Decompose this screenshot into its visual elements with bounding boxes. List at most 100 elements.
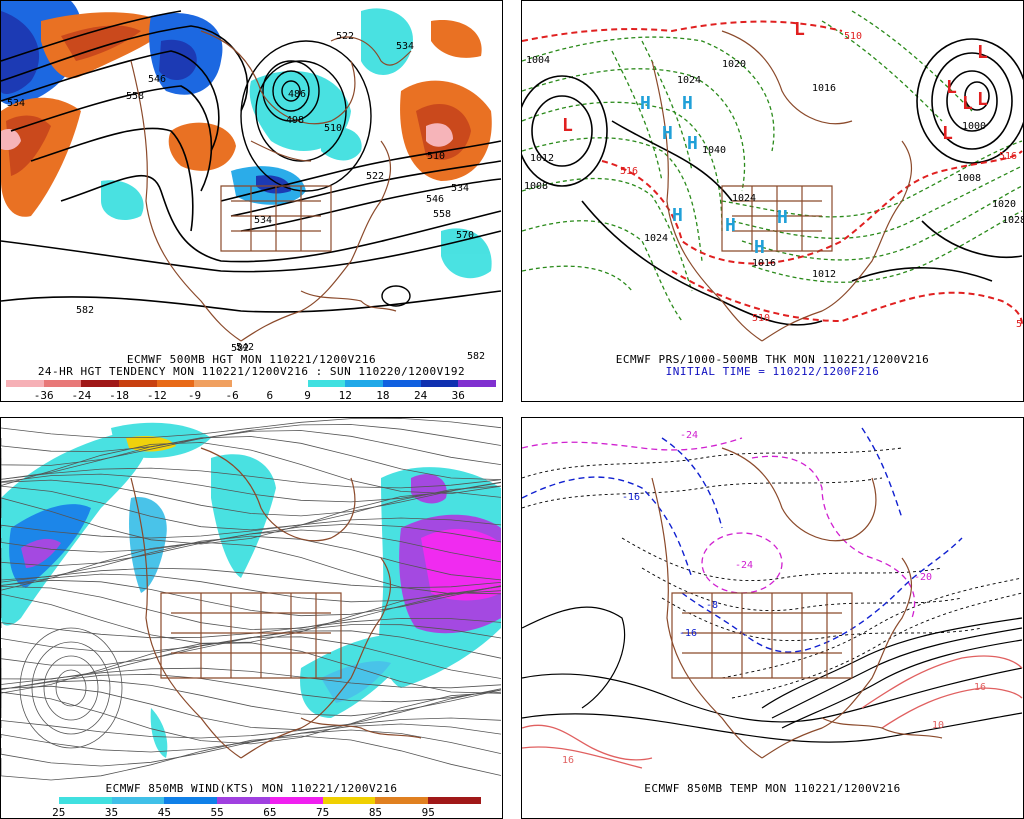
- svg-text:16: 16: [562, 755, 574, 766]
- svg-text:534: 534: [254, 215, 272, 226]
- streamline: [1, 485, 502, 531]
- streamline: [1, 567, 502, 589]
- color-bar-segment: [119, 380, 157, 387]
- streamline: [1, 585, 502, 630]
- svg-text:510: 510: [427, 151, 445, 162]
- svg-text:1012: 1012: [530, 153, 554, 164]
- streamline: [1, 430, 502, 466]
- color-bar-label: 75: [316, 806, 330, 819]
- svg-text:522: 522: [336, 31, 354, 42]
- svg-text:-16: -16: [679, 628, 697, 639]
- svg-text:1008: 1008: [957, 173, 981, 184]
- color-bar-segment: [111, 797, 165, 804]
- color-bar-label: 18: [376, 389, 390, 402]
- color-bar: [6, 797, 481, 804]
- color-bar-segment: [81, 380, 120, 387]
- svg-text:1016: 1016: [752, 258, 776, 269]
- svg-text:542: 542: [236, 342, 254, 353]
- svg-text:558: 558: [126, 91, 144, 102]
- color-bar-segment: [345, 380, 383, 387]
- streamline: [1, 642, 502, 694]
- panel-pressure-thickness: H H H H H H H H L L L L L L L 1004 1008 …: [521, 0, 1024, 402]
- svg-text:H: H: [777, 207, 788, 228]
- svg-text:L: L: [794, 19, 805, 40]
- svg-text:H: H: [687, 133, 698, 154]
- color-bar-segment: [6, 380, 44, 387]
- streamline: [1, 723, 502, 753]
- color-bar: [6, 380, 496, 387]
- svg-text:H: H: [682, 93, 693, 114]
- color-bar-labels: 25 35 45 55 65 75 85 95: [1, 806, 502, 819]
- color-bar-segment: [194, 380, 233, 387]
- streamline: [1, 667, 502, 689]
- streamline: [1, 541, 502, 595]
- color-bar-labels: -36 -24 -18 -12 -9 -6 6 9 12 18 24 36: [1, 389, 502, 402]
- svg-text:582: 582: [231, 343, 249, 354]
- svg-text:H: H: [672, 205, 683, 226]
- color-bar-label: -6: [225, 389, 239, 402]
- svg-text:1008: 1008: [524, 181, 548, 192]
- panel-850mb-wind: ECMWF 850MB WIND(KTS) MON 110221/1200V21…: [0, 417, 503, 819]
- svg-text:1012: 1012: [812, 269, 836, 280]
- streamline: [1, 442, 502, 495]
- streamline-gyre: [31, 641, 111, 735]
- color-bar-label: 36: [451, 389, 465, 402]
- panel-caption: ECMWF PRS/1000-500MB THK MON 110221/1200…: [615, 353, 930, 366]
- color-bar-segment: [375, 797, 429, 804]
- panel-caption-secondary: 24-HR HGT TENDENCY MON 110221/1200V216 :…: [37, 365, 466, 378]
- color-bar-label: -24: [71, 389, 92, 402]
- panel-850mb-temperature: -24 -16 -24 -20 -8 -16 16 10 16 ECMWF 85…: [521, 417, 1024, 819]
- svg-text:558: 558: [433, 209, 451, 220]
- svg-text:582: 582: [76, 305, 94, 316]
- svg-text:546: 546: [148, 74, 166, 85]
- svg-text:-24: -24: [735, 560, 753, 571]
- streamline-gyre: [19, 627, 123, 749]
- svg-text:510: 510: [844, 31, 862, 42]
- color-bar-label: 35: [104, 806, 119, 819]
- color-bar-segment: [232, 380, 270, 387]
- svg-text:H: H: [725, 215, 736, 236]
- color-bar-label: 55: [210, 806, 224, 819]
- color-bar-segment: [156, 380, 195, 387]
- color-bar-label: 25: [52, 806, 66, 819]
- svg-text:510: 510: [324, 123, 342, 134]
- color-bar-label: 6: [266, 389, 274, 402]
- color-bar-segment: [6, 797, 59, 804]
- svg-text:534: 534: [7, 98, 25, 109]
- svg-text:-8: -8: [706, 600, 718, 611]
- color-bar-segment: [458, 380, 496, 387]
- streamline: [1, 717, 502, 739]
- svg-text:534: 534: [396, 41, 414, 52]
- color-bar-label: -9: [187, 389, 202, 402]
- streamline: [1, 630, 502, 666]
- svg-text:1020: 1020: [992, 199, 1016, 210]
- panel-caption: ECMWF 850MB TEMP MON 110221/1200V216: [644, 782, 901, 795]
- streamline: [1, 735, 502, 781]
- svg-text:1004: 1004: [526, 55, 550, 66]
- streamline: [1, 467, 502, 489]
- color-bar-segment: [269, 380, 308, 387]
- svg-text:582: 582: [467, 351, 485, 362]
- svg-text:510: 510: [752, 313, 770, 324]
- streamline: [1, 685, 502, 731]
- color-bar-segment: [322, 797, 376, 804]
- initial-time-caption: INITIAL TIME = 110212/1200F216: [665, 365, 880, 378]
- svg-text:10: 10: [932, 720, 944, 731]
- streamline-gyre: [43, 655, 99, 721]
- panel-500mb-height: 534 522 534 546 558 486 498 510 522 534 …: [0, 0, 503, 402]
- svg-text:-20: -20: [914, 572, 932, 583]
- svg-text:-24: -24: [680, 430, 698, 441]
- streamline: [1, 579, 502, 617]
- svg-text:L: L: [946, 77, 957, 98]
- panel-caption: ECMWF 850MB WIND(KTS) MON 110221/1200V21…: [105, 782, 398, 795]
- color-bar-segment: [43, 380, 82, 387]
- streamline: [1, 636, 502, 680]
- svg-text:1024: 1024: [732, 193, 756, 204]
- streamline: [1, 491, 502, 545]
- svg-text:L: L: [977, 89, 988, 110]
- svg-text:5: 5: [1016, 319, 1022, 330]
- temperature-map: -24 -16 -24 -20 -8 -16 16 10 16: [522, 427, 1023, 769]
- svg-text:-16: -16: [622, 492, 640, 503]
- svg-text:1016: 1016: [812, 83, 836, 94]
- color-bar-label: -18: [109, 389, 129, 402]
